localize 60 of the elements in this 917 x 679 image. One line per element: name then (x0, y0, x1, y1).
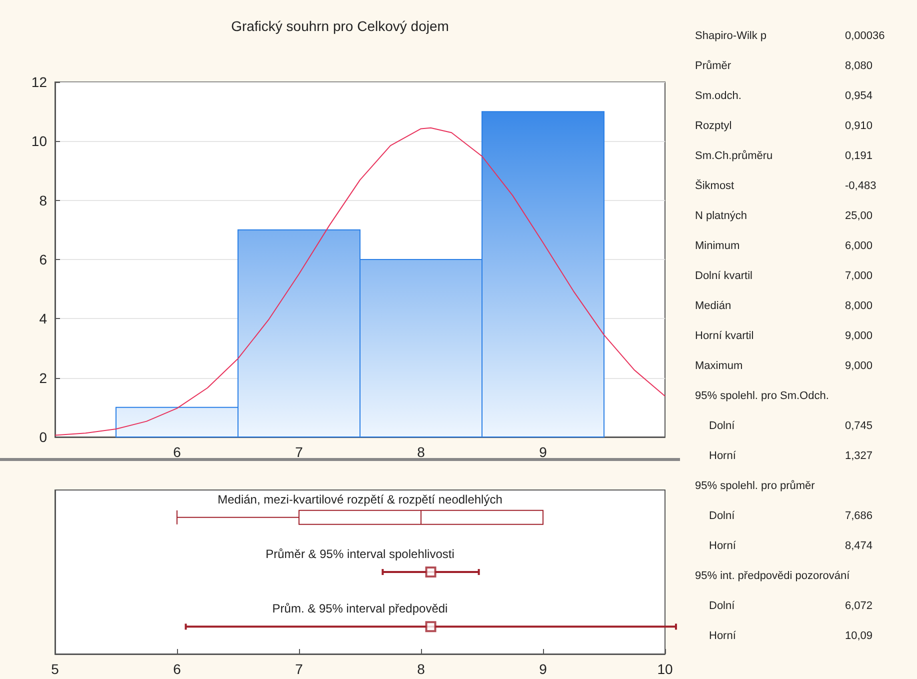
text: 8,000 (845, 300, 873, 312)
text: -0,483 (845, 180, 876, 192)
text: 25,00 (845, 210, 873, 222)
text: 9,000 (845, 360, 873, 372)
category-label: Šikmost (695, 180, 734, 192)
y-tick-label: Medián, mezi-kvartilové rozpětí & rozpětí neodlehlých (218, 492, 502, 506)
category-label: Horní kvartil (695, 330, 754, 342)
x-tick-label: 7 (295, 661, 304, 677)
text: 0,954 (845, 90, 873, 102)
category-label: 95% spolehl. pro Sm.Odch. (695, 390, 829, 402)
text: 7,686 (845, 510, 873, 522)
category-label: Medián (695, 300, 732, 312)
y-tick-label: Průměr & 95% interval spolehlivosti (266, 547, 454, 561)
category-label: Shapiro-Wilk p (695, 30, 767, 42)
text: 8,080 (845, 60, 873, 72)
x-tick-label: 10 (657, 661, 673, 677)
text: 1,327 (845, 450, 873, 462)
category-label: Rozptyl (695, 120, 732, 132)
category-label: Sm.odch. (695, 90, 742, 102)
y-tick-label: 0 (39, 429, 48, 445)
y-tick-label: 8 (39, 192, 48, 208)
y-tick-label: 10 (31, 133, 48, 150)
x-tick-label: 7 (295, 444, 304, 460)
x-tick-label: 6 (173, 444, 182, 460)
category-label: Dolní (709, 510, 735, 522)
text: 6,072 (845, 600, 873, 612)
category-label: Dolní (709, 600, 735, 612)
category-label: Dolní kvartil (695, 270, 752, 282)
category-label: Horní (709, 540, 736, 552)
category-label: Maximum (695, 360, 743, 372)
y-tick-label: 12 (31, 74, 48, 90)
text: 0,745 (845, 420, 873, 432)
text: 0,00036 (845, 30, 885, 42)
x-tick-label: 9 (539, 444, 548, 460)
text: 0,191 (845, 150, 873, 162)
category-label: Minimum (695, 240, 740, 252)
text: 7,000 (845, 270, 873, 282)
text: 9,000 (845, 330, 873, 342)
category-label: Horní (709, 450, 736, 462)
category-label: Dolní (709, 420, 735, 432)
category-label: 95% spolehl. pro průměr (695, 480, 815, 492)
text: 8,474 (845, 540, 873, 552)
x-tick-label: 8 (417, 444, 426, 460)
category-label: 95% int. předpovědi pozorování (695, 570, 850, 582)
text: 6,000 (845, 240, 873, 252)
x-tick-label: 9 (539, 661, 548, 677)
text: 0,910 (845, 120, 873, 132)
y-tick-label: Prům. & 95% interval předpovědi (272, 602, 448, 616)
text: 10,09 (845, 630, 873, 642)
y-tick-label: 2 (39, 370, 48, 386)
category-label: Sm.Ch.průměru (695, 150, 773, 162)
x-tick-label: 5 (51, 661, 60, 677)
category-label: Průměr (695, 60, 732, 72)
category-label: N platných (695, 210, 747, 222)
x-tick-label: 6 (173, 661, 182, 677)
y-tick-label: 6 (39, 252, 48, 268)
x-tick-label: 8 (417, 661, 426, 677)
y-tick-label: 4 (39, 310, 48, 327)
category-label: Horní (709, 630, 736, 642)
chart-title: Grafický souhrn pro Celkový dojem (231, 18, 449, 34)
